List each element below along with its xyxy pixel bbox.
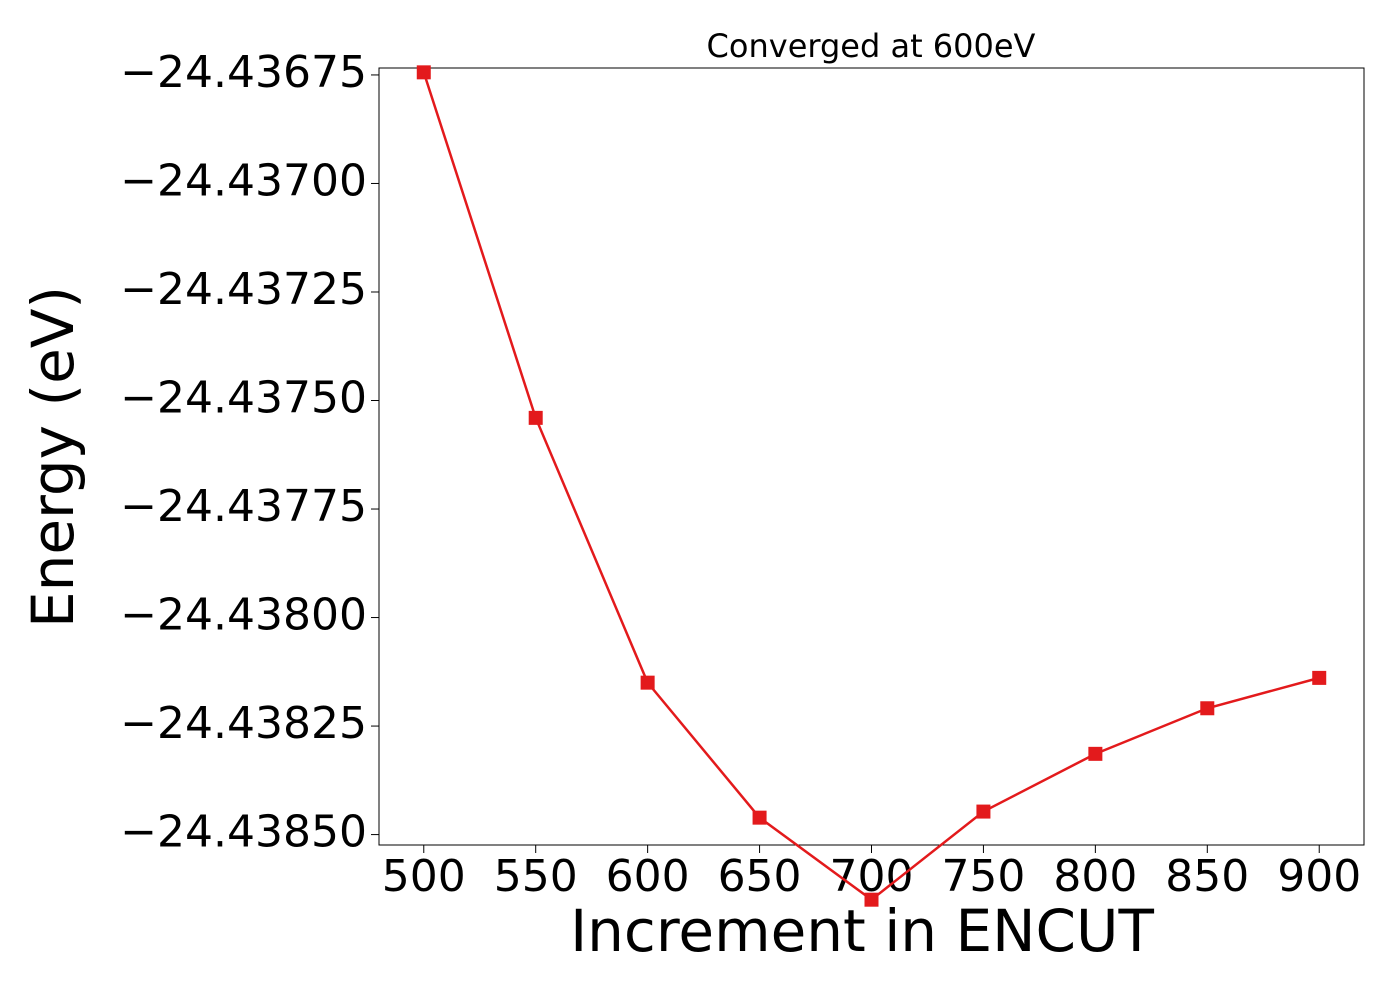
data-point	[1088, 746, 1103, 761]
data-point	[976, 804, 991, 819]
data-point	[640, 675, 655, 690]
x-tick-label: 900	[1277, 851, 1361, 902]
x-tick-label: 800	[1053, 851, 1137, 902]
x-tick-label: 550	[494, 851, 578, 902]
x-axis-label: Increment in ENCUT	[570, 897, 1154, 965]
y-tick-label: −24.43725	[120, 264, 367, 315]
y-tick-label: −24.43750	[120, 373, 367, 424]
data-point	[864, 892, 879, 907]
y-tick-label: −24.43800	[120, 590, 367, 641]
plot-frame	[378, 67, 1365, 846]
y-tick-label: −24.43775	[120, 481, 367, 532]
x-tick-label: 600	[606, 851, 690, 902]
x-tick-label: 650	[718, 851, 802, 902]
x-tick-label: 850	[1165, 851, 1249, 902]
data-point	[528, 410, 543, 425]
y-tick-label: −24.43825	[120, 698, 367, 749]
y-tick-label: −24.43850	[120, 807, 367, 858]
data-point	[1312, 670, 1327, 685]
chart-title: Converged at 600eV	[707, 27, 1036, 65]
x-tick-label: 750	[941, 851, 1025, 902]
data-point	[752, 810, 767, 825]
x-tick-label: 500	[382, 851, 466, 902]
y-tick-label: −24.43675	[120, 47, 367, 98]
y-axis-label: Energy (eV)	[19, 286, 87, 628]
data-line	[422, 71, 1320, 902]
y-tick-label: −24.43700	[120, 155, 367, 206]
data-point	[1200, 701, 1215, 716]
data-point	[416, 65, 431, 80]
